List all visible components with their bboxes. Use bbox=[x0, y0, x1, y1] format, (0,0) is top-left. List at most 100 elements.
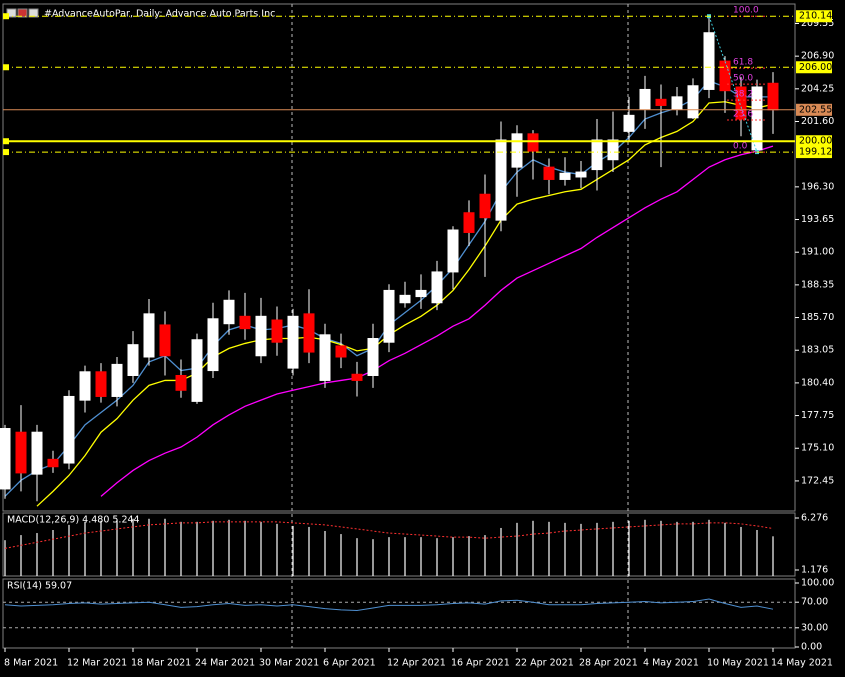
x-tick-label: 22 Apr 2021 bbox=[515, 658, 574, 669]
candle-body bbox=[175, 374, 187, 391]
candle-body bbox=[143, 313, 155, 358]
y-tick-label: 201.60 bbox=[801, 116, 834, 127]
candle-body bbox=[95, 371, 107, 397]
candle-body bbox=[223, 299, 235, 325]
candle-body bbox=[47, 458, 59, 468]
candle-body bbox=[639, 88, 651, 110]
x-tick-label: 8 Mar 2021 bbox=[4, 658, 58, 669]
x-tick-label: 30 Mar 2021 bbox=[259, 658, 319, 669]
y-tick-label: 1.176 bbox=[801, 565, 828, 576]
candle-body bbox=[415, 289, 427, 298]
x-tick-label: 12 Apr 2021 bbox=[387, 658, 446, 669]
fib-level-label: 0.0 bbox=[733, 142, 748, 152]
y-tick-label: 175.10 bbox=[801, 443, 834, 454]
macd-title: MACD(12,26,9) 4.480 5.244 bbox=[7, 515, 140, 526]
candle-body bbox=[751, 86, 763, 151]
level-marker bbox=[3, 138, 9, 145]
fib-level-label: 23.6 bbox=[733, 110, 753, 120]
candle-body bbox=[367, 338, 379, 376]
x-tick-label: 28 Apr 2021 bbox=[579, 658, 638, 669]
candle-body bbox=[399, 294, 411, 304]
candle-body bbox=[527, 133, 539, 152]
fib-level-label: 61.8 bbox=[733, 58, 753, 68]
chart-icon bbox=[17, 8, 28, 18]
candle-body bbox=[319, 334, 331, 381]
y-tick-label: 188.35 bbox=[801, 279, 834, 290]
candle-body bbox=[607, 139, 619, 161]
candle-body bbox=[559, 172, 571, 180]
y-tick-label: 204.25 bbox=[801, 83, 834, 94]
candle-body bbox=[623, 114, 635, 132]
x-tick-label: 10 May 2021 bbox=[707, 658, 769, 669]
level-marker bbox=[3, 149, 9, 156]
x-tick-label: 12 Mar 2021 bbox=[67, 658, 127, 669]
candle-body bbox=[63, 395, 75, 464]
candle-body bbox=[31, 431, 43, 475]
candle-body bbox=[207, 318, 219, 372]
y-tick-label: 70.00 bbox=[801, 597, 828, 608]
y-tick-label: 206.90 bbox=[801, 51, 834, 62]
candle-body bbox=[287, 315, 299, 369]
chart-title: #AdvanceAutoPar, Daily: Advance Auto Par… bbox=[44, 9, 275, 20]
price-box bbox=[796, 135, 832, 148]
y-tick-label: 183.05 bbox=[801, 345, 834, 356]
candle-body bbox=[719, 60, 731, 92]
price-box bbox=[796, 10, 832, 23]
candle-body bbox=[15, 431, 27, 474]
fib-level-label: 38.2 bbox=[733, 90, 753, 100]
moving-average bbox=[36, 101, 774, 507]
candle-body bbox=[255, 315, 267, 357]
y-tick-label: 180.40 bbox=[801, 377, 834, 388]
candle-body bbox=[0, 428, 11, 490]
candle-body bbox=[495, 139, 507, 221]
candle-body bbox=[383, 289, 395, 343]
macd-signal bbox=[4, 521, 774, 549]
price-box-label: 200.00 bbox=[799, 136, 832, 147]
candle-body bbox=[479, 193, 491, 219]
candle-body bbox=[159, 324, 171, 357]
candle-body bbox=[303, 313, 315, 353]
fib-level-label: 50.0 bbox=[733, 74, 753, 84]
price-box-label: 206.00 bbox=[799, 62, 832, 73]
fib-level-label: 100.0 bbox=[733, 6, 759, 16]
price-box bbox=[796, 146, 832, 159]
rsi-line bbox=[4, 598, 774, 612]
candle-body bbox=[431, 271, 443, 304]
price-box-label: 202.55 bbox=[799, 104, 832, 115]
x-tick-label: 18 Mar 2021 bbox=[131, 658, 191, 669]
x-tick-label: 14 May 2021 bbox=[771, 658, 833, 669]
candle-body bbox=[543, 166, 555, 180]
candle-body bbox=[575, 171, 587, 178]
candle-body bbox=[703, 32, 715, 90]
level-marker bbox=[3, 64, 9, 71]
candle-body bbox=[671, 96, 683, 110]
candle-body bbox=[735, 86, 747, 120]
price-box-label: 210.14 bbox=[799, 11, 832, 22]
candle-body bbox=[511, 133, 523, 168]
candle-body bbox=[687, 85, 699, 119]
price-box bbox=[796, 103, 832, 116]
rsi-panel-frame bbox=[2, 578, 796, 649]
y-tick-label: 177.75 bbox=[801, 410, 834, 421]
chart-icon bbox=[28, 8, 39, 18]
candle-body bbox=[111, 363, 123, 397]
rsi-title: RSI(14) 59.07 bbox=[7, 581, 72, 592]
price-box bbox=[796, 61, 832, 74]
candle-body bbox=[271, 319, 283, 343]
candle-body bbox=[191, 339, 203, 402]
y-tick-label: 172.45 bbox=[801, 475, 834, 486]
candle-body bbox=[239, 315, 251, 330]
level-marker bbox=[3, 13, 9, 20]
candle-body bbox=[655, 98, 667, 106]
macd-panel-frame bbox=[2, 512, 796, 577]
main-panel-frame bbox=[2, 3, 796, 512]
x-tick-label: 24 Mar 2021 bbox=[195, 658, 255, 669]
y-tick-label: 30.00 bbox=[801, 622, 828, 633]
candle-body bbox=[79, 371, 91, 401]
candle-body bbox=[767, 82, 779, 111]
x-tick-label: 4 May 2021 bbox=[643, 658, 699, 669]
candle-body bbox=[351, 373, 363, 381]
candle-body bbox=[463, 212, 475, 233]
